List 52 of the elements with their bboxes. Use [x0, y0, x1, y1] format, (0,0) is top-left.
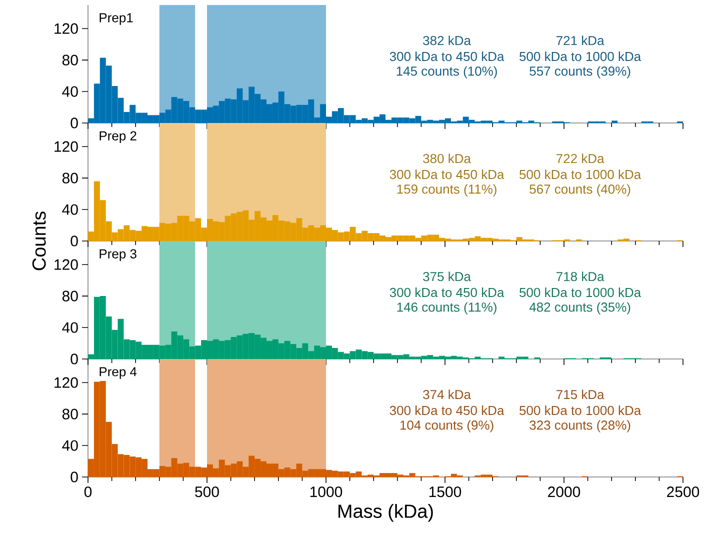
annotation: 482 counts (35%) [529, 302, 630, 314]
annotation: 721 kDa [556, 36, 604, 46]
y-tick-label: 120 [54, 377, 78, 388]
y-tick-label: 0 [70, 354, 78, 364]
y-tick-label: 80 [62, 172, 78, 184]
annotation: 374 kDa [423, 390, 471, 400]
annotation: 104 counts (9%) [400, 420, 494, 432]
x-tick-label: 1500 [429, 486, 462, 498]
annotation: 500 kDa to 1000 kDa [520, 52, 642, 62]
annotation: 500 kDa to 1000 kDa [520, 170, 642, 180]
annotation: 380 kDa [423, 154, 471, 164]
annotation: 146 counts (11%) [397, 302, 496, 314]
y-tick-label: 0 [70, 472, 78, 482]
annotation: 718 kDa [556, 272, 604, 282]
annotation: 300 kDa to 450 kDa [390, 52, 504, 62]
y-axis-title: Counts [32, 212, 46, 270]
annotation: 567 counts (40%) [530, 184, 630, 196]
y-tick-label: 0 [70, 236, 78, 246]
text: Prep 4 [100, 367, 137, 379]
annotation: 722 kDa [556, 154, 604, 164]
annotation: 323 counts (28%) [530, 420, 630, 432]
y-tick-label: 80 [62, 54, 78, 66]
annotation: 382 kDa [423, 36, 471, 46]
annotation: 500 kDa to 1000 kDa [520, 288, 642, 298]
annotation: 500 kDa to 1000 kDa [520, 406, 642, 416]
text: Prep 3 [100, 249, 136, 262]
annotation: 715 kDa [556, 390, 604, 400]
y-tick-label: 80 [62, 290, 78, 302]
y-tick-label: 0 [70, 118, 78, 128]
y-tick-label: 40 [62, 322, 78, 333]
y-tick-label: 40 [62, 204, 78, 215]
annotation: 159 counts (11%) [397, 184, 496, 196]
y-tick-label: 80 [62, 408, 78, 420]
y-tick-label: 120 [54, 259, 78, 270]
y-tick-label: 40 [62, 440, 78, 451]
annotation: 375 kDa [423, 272, 471, 282]
x-tick-label: 1000 [310, 486, 342, 498]
text: Prep1 [100, 13, 133, 25]
y-tick-label: 120 [54, 141, 78, 152]
annotation: 145 counts (10%) [396, 66, 497, 78]
x-tick-label: 500 [195, 486, 219, 498]
y-tick-label: 120 [54, 23, 78, 34]
y-tick-label: 40 [62, 86, 78, 97]
text: Prep 2 [100, 131, 136, 144]
x-tick-label: 2500 [667, 486, 700, 498]
annotation: 300 kDa to 450 kDa [390, 288, 504, 298]
x-axis-title: Mass (kDa) [338, 504, 433, 522]
x-tick-label: 0 [84, 486, 92, 498]
annotation: 557 counts (39%) [530, 66, 630, 78]
x-tick-label: 2000 [548, 486, 580, 498]
annotation: 300 kDa to 450 kDa [390, 406, 504, 416]
annotation: 300 kDa to 450 kDa [390, 170, 504, 180]
